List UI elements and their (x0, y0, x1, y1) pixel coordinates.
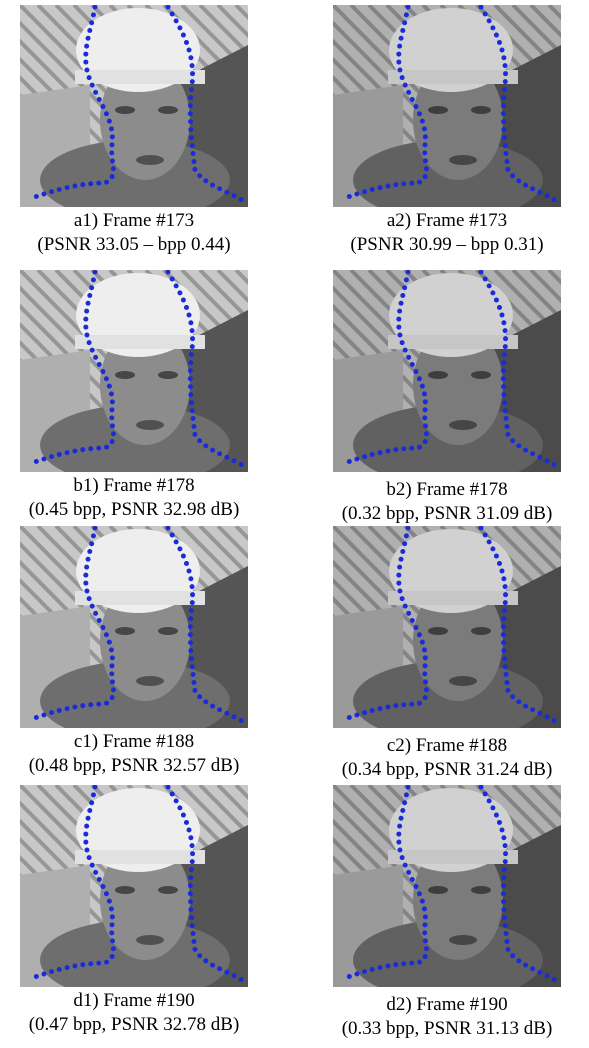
caption-label: d1) Frame #190 (73, 990, 195, 1011)
frame-shape (388, 70, 518, 84)
frame-shape (449, 420, 477, 430)
figure-panel: d1) Frame #190 (0.47 bpp, PSNR 32.78 dB) (4, 785, 264, 1037)
frame-shape (165, 5, 245, 203)
frame-shape (75, 591, 205, 605)
caption-detail: (0.32 bpp, PSNR 31.09 dB) (341, 503, 553, 524)
figure-panel: b2) Frame #178 (0.32 bpp, PSNR 31.09 dB) (317, 270, 577, 526)
frame-shape (75, 335, 205, 349)
frame-shape (115, 886, 135, 894)
frame-shape (511, 5, 561, 57)
video-frame (20, 270, 248, 472)
frame-shape (75, 70, 205, 84)
frame-shape (115, 627, 135, 635)
frame-shape (158, 106, 178, 114)
frame-shape (136, 676, 164, 686)
frame-shape (478, 5, 558, 203)
frame-shape (471, 371, 491, 379)
frame-shape (198, 785, 248, 837)
frame-shape (428, 106, 448, 114)
caption-label: a2) Frame #173 (386, 210, 508, 231)
frame-shape (388, 850, 518, 864)
frame-shape (115, 106, 135, 114)
video-frame (20, 526, 248, 728)
frame-shape (345, 526, 429, 721)
frame-shape (511, 785, 561, 837)
frame-shape (478, 526, 558, 724)
frame-shape (449, 155, 477, 165)
frame-shape (180, 5, 248, 75)
caption-label: b1) Frame #178 (73, 475, 195, 496)
frame-shape (165, 785, 245, 983)
figure-panel: b1) Frame #178 (0.45 bpp, PSNR 32.98 dB) (4, 270, 264, 522)
frame-shape (180, 270, 248, 340)
video-frame (333, 270, 561, 472)
frame-shape (428, 371, 448, 379)
frame-shape (471, 106, 491, 114)
frame-shape (478, 785, 558, 983)
frame-shape (345, 5, 429, 200)
caption-detail: (0.33 bpp, PSNR 31.13 dB) (341, 1018, 553, 1039)
frame-shape (478, 270, 558, 468)
frame-shape (165, 526, 245, 724)
frame-shape (388, 335, 518, 349)
video-frame (333, 526, 561, 728)
frame-shape (75, 850, 205, 864)
frame-shape (493, 526, 561, 596)
caption-label: d2) Frame #190 (386, 994, 508, 1015)
frame-shape (180, 785, 248, 855)
frame-shape (32, 270, 116, 465)
frame-shape (471, 886, 491, 894)
frame-shape (136, 420, 164, 430)
frame-shape (471, 627, 491, 635)
frame-shape (449, 935, 477, 945)
figure-panel: d2) Frame #190 (0.33 bpp, PSNR 31.13 dB) (317, 785, 577, 1041)
frame-shape (32, 785, 116, 980)
caption-detail: (0.45 bpp, PSNR 32.98 dB) (28, 499, 240, 520)
frame-shape (493, 785, 561, 855)
caption-label: b2) Frame #178 (386, 479, 508, 500)
caption-detail: (PSNR 30.99 – bpp 0.31) (350, 234, 544, 255)
frame-shape (428, 627, 448, 635)
caption-label: a1) Frame #173 (73, 210, 195, 231)
figure-panel: a1) Frame #173 (PSNR 33.05 – bpp 0.44) (4, 5, 264, 257)
frame-shape (180, 526, 248, 596)
frame-shape (32, 526, 116, 721)
frame-shape (428, 886, 448, 894)
video-frame (20, 5, 248, 207)
frame-shape (136, 155, 164, 165)
frame-shape (32, 5, 116, 200)
frame-shape (511, 270, 561, 322)
frame-shape (158, 627, 178, 635)
caption-detail: (0.34 bpp, PSNR 31.24 dB) (341, 759, 553, 780)
caption-detail: (0.48 bpp, PSNR 32.57 dB) (28, 755, 240, 776)
video-frame (333, 5, 561, 207)
figure-panel: a2) Frame #173 (PSNR 30.99 – bpp 0.31) (317, 5, 577, 257)
frame-shape (115, 371, 135, 379)
video-frame (20, 785, 248, 987)
caption-label: c1) Frame #188 (73, 731, 195, 752)
frame-shape (493, 5, 561, 75)
frame-shape (136, 935, 164, 945)
frame-shape (165, 270, 245, 468)
frame-shape (388, 591, 518, 605)
figure-panel: c1) Frame #188 (0.48 bpp, PSNR 32.57 dB) (4, 526, 264, 778)
frame-shape (345, 785, 429, 980)
frame-shape (158, 371, 178, 379)
caption-label: c2) Frame #188 (386, 735, 508, 756)
frame-shape (198, 526, 248, 578)
figure-panel: c2) Frame #188 (0.34 bpp, PSNR 31.24 dB) (317, 526, 577, 782)
frame-shape (198, 270, 248, 322)
frame-shape (158, 886, 178, 894)
caption-detail: (PSNR 33.05 – bpp 0.44) (37, 234, 231, 255)
frame-shape (345, 270, 429, 465)
frame-shape (198, 5, 248, 57)
frame-shape (511, 526, 561, 578)
frame-shape (449, 676, 477, 686)
video-frame (333, 785, 561, 987)
caption-detail: (0.47 bpp, PSNR 32.78 dB) (28, 1014, 240, 1035)
frame-shape (493, 270, 561, 340)
